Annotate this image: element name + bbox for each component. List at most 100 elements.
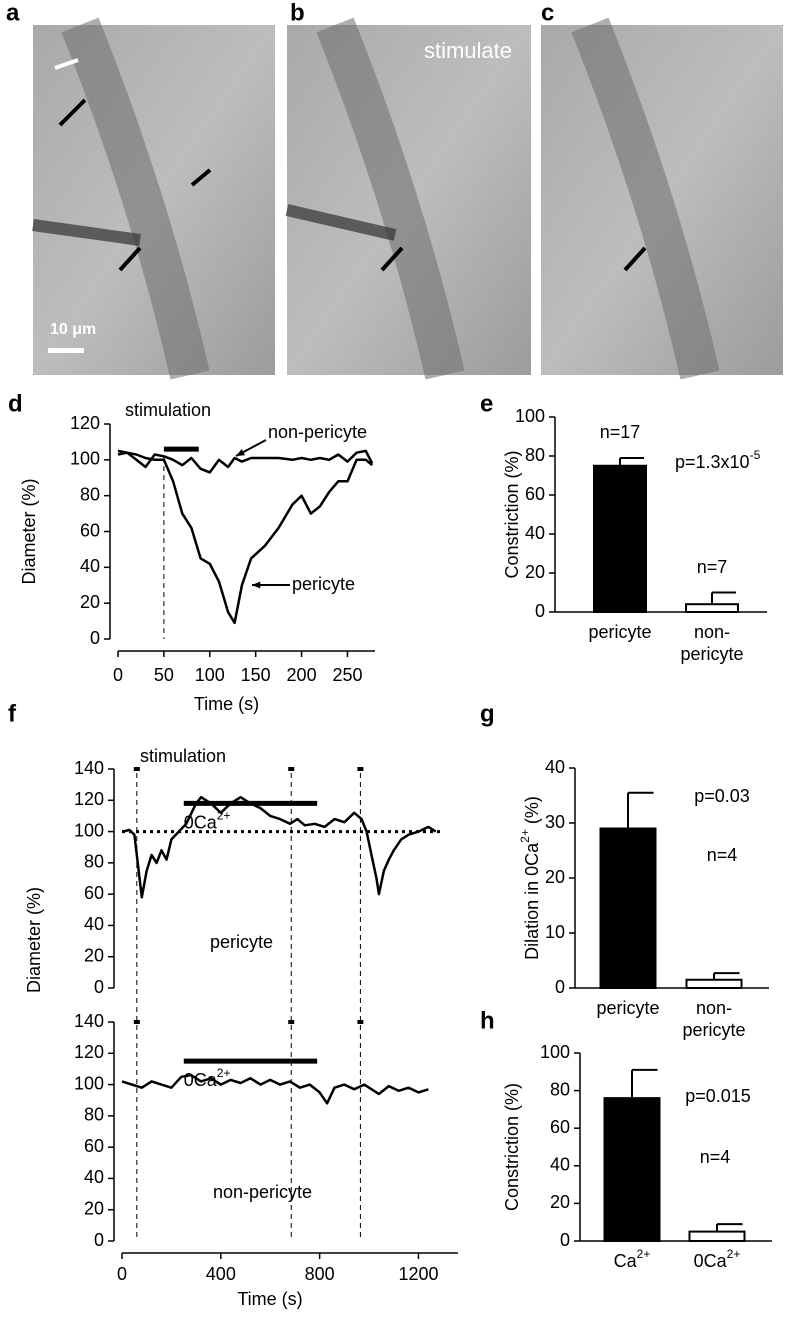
y-tick-label: 20	[84, 1198, 104, 1218]
micrograph-b	[285, 17, 531, 380]
y-tick-label: 10	[545, 922, 565, 942]
x-tick-label: 400	[206, 1264, 236, 1284]
y-tick-label: 0	[94, 1230, 104, 1250]
x-tick-label: pericyte	[588, 622, 651, 642]
x-tick-label: 800	[305, 1264, 335, 1284]
x-axis-label: Time (s)	[237, 1289, 302, 1309]
bar	[688, 1230, 746, 1242]
y-axis-label-part: 2+	[518, 829, 532, 843]
panel-label: g	[480, 700, 495, 727]
x-axis-label: Time (s)	[194, 694, 259, 714]
condition-label-part: 0Ca	[184, 812, 218, 832]
panel-label: c	[541, 0, 554, 26]
panel-label: d	[8, 390, 23, 417]
y-tick-label: 40	[550, 1155, 570, 1175]
y-tick-label: 30	[545, 812, 565, 832]
image-annotation: stimulate	[424, 38, 512, 63]
stimulation-marker	[133, 767, 140, 771]
x-tick-label-part: 2+	[637, 1247, 651, 1261]
panel-label: h	[480, 1007, 495, 1034]
stimulation-marker	[288, 1020, 295, 1024]
series-label: non-pericyte	[213, 1182, 312, 1202]
series-label: non-pericyte	[268, 422, 367, 442]
annotation: p=1.3x10-5	[675, 448, 761, 472]
scale-bar-label: 10 μm	[50, 321, 96, 338]
stimulation-marker	[133, 1020, 140, 1024]
y-tick-label: 60	[84, 1136, 104, 1156]
bar	[685, 603, 739, 614]
y-axis-label: Diameter (%)	[19, 478, 39, 584]
y-tick-label: 20	[80, 592, 100, 612]
annotation: n=4	[700, 1147, 731, 1167]
x-tick-label-part: 0Ca	[694, 1251, 728, 1271]
y-tick-label: 100	[540, 1042, 570, 1062]
y-tick-label: 100	[70, 449, 100, 469]
x-tick-label: 0	[117, 1264, 127, 1284]
line-series	[117, 449, 374, 474]
arrow-head	[252, 581, 261, 589]
y-tick-label: 80	[84, 852, 104, 872]
y-tick-label: 140	[74, 758, 104, 778]
x-tick-label: pericyte	[596, 998, 659, 1018]
x-tick-label: non-pericyte	[682, 998, 745, 1040]
y-tick-label: 20	[84, 945, 104, 965]
condition-label-part: 2+	[217, 1066, 231, 1080]
bar	[603, 1097, 661, 1242]
y-axis-label: Constriction (%)	[502, 450, 522, 578]
stimulation-marker	[357, 767, 364, 771]
y-tick-label: 0	[555, 977, 565, 997]
y-tick-label: 60	[80, 520, 100, 540]
annotation: n=7	[697, 557, 728, 577]
x-tick-label: 1200	[398, 1264, 438, 1284]
y-tick-label: 40	[525, 523, 545, 543]
x-tick-label: 150	[241, 665, 271, 685]
stimulation-marker	[288, 767, 295, 771]
y-axis-label-part: (%)	[522, 796, 542, 829]
annotation-part: -5	[750, 448, 761, 462]
line-series	[121, 795, 437, 899]
bar	[685, 978, 743, 989]
y-tick-label: 80	[80, 484, 100, 504]
y-tick-label: 120	[74, 789, 104, 809]
x-tick-label: 200	[287, 665, 317, 685]
y-axis-label-part: Dilation in 0Ca	[522, 842, 542, 960]
x-tick-label: 100	[195, 665, 225, 685]
y-tick-label: 60	[550, 1117, 570, 1137]
micrograph-a	[32, 17, 275, 380]
y-tick-label: 20	[545, 867, 565, 887]
y-tick-label: 40	[80, 556, 100, 576]
y-tick-label: 40	[84, 1167, 104, 1187]
y-tick-label: 0	[94, 977, 104, 997]
y-tick-label: 80	[525, 445, 545, 465]
stimulation-label: stimulation	[125, 400, 211, 420]
y-axis-label: Diameter (%)	[24, 887, 44, 993]
panel-label: e	[480, 390, 493, 417]
y-tick-label: 0	[560, 1230, 570, 1250]
y-tick-label: 100	[74, 820, 104, 840]
y-tick-label: 60	[84, 883, 104, 903]
series-label: pericyte	[210, 932, 273, 952]
series-label: pericyte	[292, 574, 355, 594]
y-tick-label: 0	[535, 601, 545, 621]
y-tick-label: 60	[525, 484, 545, 504]
y-tick-label: 120	[74, 1042, 104, 1062]
bar	[593, 464, 647, 613]
y-tick-label: 40	[84, 914, 104, 934]
line-series	[117, 451, 374, 625]
y-tick-label: 140	[74, 1011, 104, 1031]
panel-label: f	[8, 700, 17, 727]
arrow-head	[236, 449, 245, 456]
x-tick-label: non-pericyte	[680, 622, 743, 664]
annotation: n=4	[707, 845, 738, 865]
annotation-part: p=1.3x10	[675, 452, 750, 472]
stimulation-label: stimulation	[140, 746, 226, 766]
y-tick-label: 80	[84, 1105, 104, 1125]
y-axis-label: Constriction (%)	[502, 1083, 522, 1211]
x-tick-label: 0Ca2+	[694, 1247, 741, 1271]
y-tick-label: 0	[90, 628, 100, 648]
stimulation-marker	[357, 1020, 364, 1024]
annotation: n=17	[600, 422, 641, 442]
y-tick-label: 40	[545, 757, 565, 777]
micrograph-c	[541, 17, 783, 380]
